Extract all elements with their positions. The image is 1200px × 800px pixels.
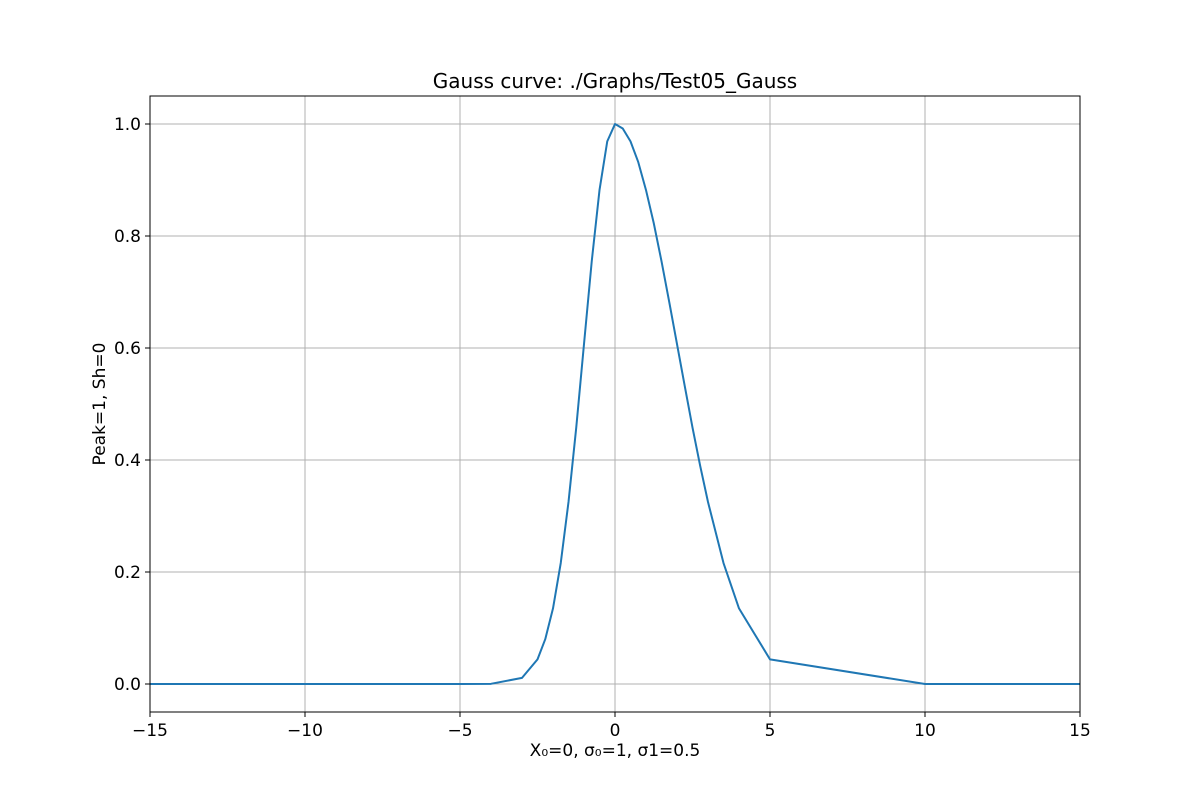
x-tick-label: 15 [1069, 721, 1091, 741]
x-axis-label: X₀=0, σ₀=1, σ1=0.5 [530, 741, 701, 761]
x-tick-label: −15 [132, 721, 168, 741]
y-axis-label: Peak=1, Sh=0 [90, 343, 110, 466]
x-tick-label: −5 [447, 721, 472, 741]
y-tick-label: 0.0 [114, 675, 141, 695]
x-tick-label: 0 [610, 721, 621, 741]
tick-group: −15 −10 −5 0 5 10 15 0.0 0.2 0.4 0.6 0.8 1.0 [114, 115, 1091, 741]
plot-area [150, 123, 1080, 685]
x-tick-label: −10 [287, 721, 323, 741]
y-tick-label: 0.4 [114, 451, 141, 471]
chart-title: Gauss curve: ./Graphs/Test05_Gauss [433, 69, 797, 93]
y-tick-label: 0.6 [114, 339, 141, 359]
x-tick-label: 5 [765, 721, 776, 741]
y-tick-label: 0.2 [114, 563, 141, 583]
grid [149, 96, 1081, 712]
x-tick-label: 10 [914, 721, 936, 741]
series-line [150, 123, 1080, 685]
y-tick-label: 1.0 [114, 115, 141, 135]
y-tick-label: 0.8 [114, 227, 141, 247]
